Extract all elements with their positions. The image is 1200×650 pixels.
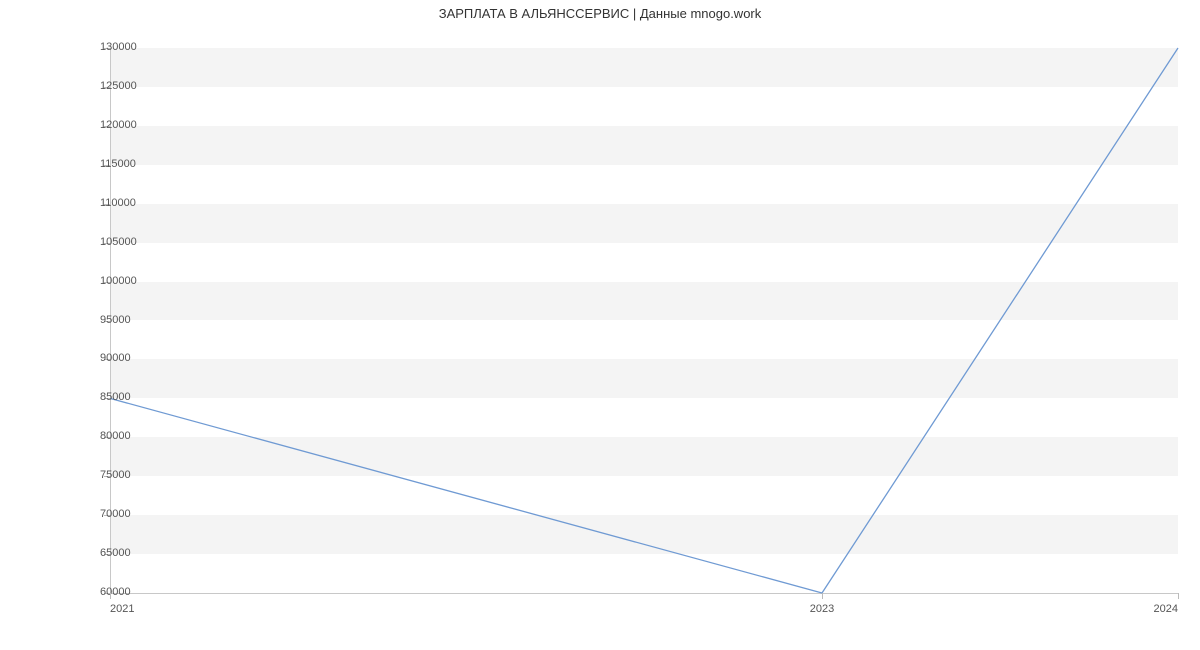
plot-area: 6000065000700007500080000850009000095000… bbox=[110, 48, 1178, 593]
x-tick bbox=[1178, 593, 1179, 599]
x-tick bbox=[110, 593, 111, 599]
x-tick-label: 2024 bbox=[1154, 603, 1178, 615]
series-line-salary bbox=[110, 48, 1178, 593]
chart-lines bbox=[110, 48, 1178, 593]
x-tick-label: 2021 bbox=[110, 603, 134, 615]
x-axis-line bbox=[110, 593, 1178, 594]
x-tick-label: 2023 bbox=[810, 603, 834, 615]
x-tick bbox=[822, 593, 823, 599]
chart-title: ЗАРПЛАТА В АЛЬЯНССЕРВИС | Данные mnogo.w… bbox=[0, 6, 1200, 21]
salary-line-chart: ЗАРПЛАТА В АЛЬЯНССЕРВИС | Данные mnogo.w… bbox=[0, 0, 1200, 650]
